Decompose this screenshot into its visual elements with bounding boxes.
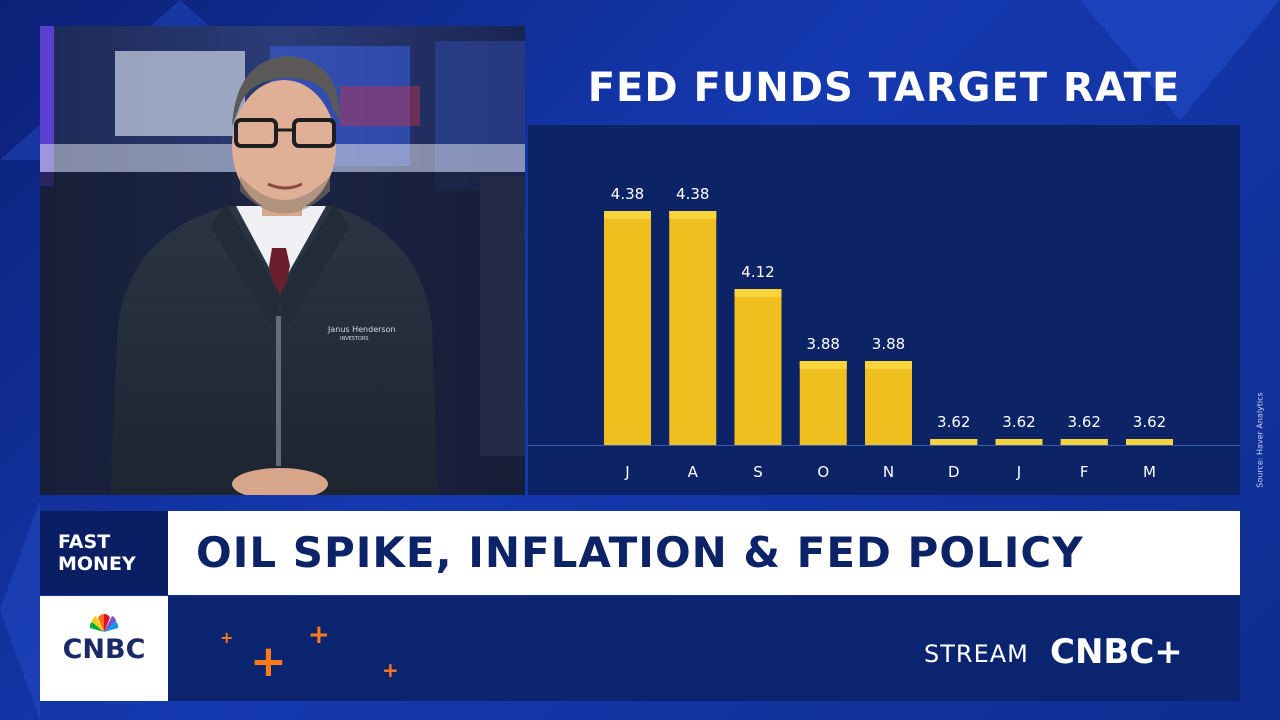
network-logo-box: CNBC [40, 596, 168, 701]
bar-value-label: 3.62 [1002, 413, 1035, 431]
bar [669, 211, 717, 445]
bar-chart: 4.38 J 4.38 A 4.12 S 3.88 O 3.88 N 3.62 D 3.62 J 3.62 F… [528, 185, 1240, 481]
show-name-box: FAST MONEY [40, 511, 168, 595]
show-name-line2: MONEY [58, 553, 136, 575]
nbc-peacock-icon [89, 613, 119, 632]
bar-value-label: 3.88 [872, 335, 905, 353]
bar [734, 289, 782, 445]
x-tick-label: M [1143, 463, 1156, 481]
bar-cap [995, 439, 1043, 445]
x-tick-label: N [883, 463, 894, 481]
background-facet [1080, 0, 1280, 120]
bar-value-label: 4.38 [611, 185, 644, 203]
bar-cap [1126, 439, 1173, 445]
x-tick-label: A [688, 463, 699, 481]
jacket-logo-text: Janus Henderson [327, 325, 396, 334]
bar-cap [734, 289, 782, 297]
stream-label: STREAM [924, 640, 1029, 668]
bar-cap [799, 361, 847, 369]
bar-cap [1060, 439, 1108, 445]
x-tick-label: D [948, 463, 960, 481]
bar [604, 211, 651, 445]
bar-value-label: 3.88 [807, 335, 840, 353]
bar-value-label: 3.62 [1133, 413, 1166, 431]
x-tick-label: F [1080, 463, 1089, 481]
background-facet [0, 500, 40, 720]
bottom-bar: + + + + STREAM CNBC+ [168, 596, 1240, 701]
bar-cap [930, 439, 978, 445]
jacket-logo-subtext: INVESTORS [340, 336, 369, 342]
bar-value-label: 3.62 [937, 413, 970, 431]
bar-value-label: 3.62 [1068, 413, 1101, 431]
bar-cap [669, 211, 717, 219]
network-logo-text: CNBC [63, 634, 146, 665]
source-text: Source: Haver Analytics [1255, 392, 1265, 488]
bar-value-label: 4.38 [676, 185, 709, 203]
headline-bar: OIL SPIKE, INFLATION & FED POLICY [168, 511, 1240, 595]
plus-icon: + [220, 628, 234, 647]
stream-brand-text: CNBC+ [1050, 632, 1183, 672]
bar-value-label: 4.12 [741, 263, 774, 281]
x-tick-label: O [817, 463, 829, 481]
headline-text: OIL SPIKE, INFLATION & FED POLICY [196, 528, 1084, 577]
bar [865, 361, 912, 445]
show-name-line1: FAST [58, 531, 111, 553]
plus-icon: + [250, 636, 287, 687]
plus-icon: + [382, 658, 399, 682]
bar-cap [604, 211, 651, 219]
chart-title: FED FUNDS TARGET RATE [587, 65, 1181, 111]
source-note: Source: Haver Analytics [1240, 390, 1280, 490]
plus-icon: + [308, 620, 330, 650]
bar-cap [865, 361, 912, 369]
x-tick-label: J [1016, 463, 1021, 481]
x-tick-label: S [753, 463, 763, 481]
stream-brand-logo: CNBC+ [1050, 632, 1183, 672]
cnbc-logo: CNBC [63, 613, 146, 665]
bar [799, 361, 847, 445]
x-tick-label: J [624, 463, 629, 481]
guest-video-feed: Janus Henderson INVESTORS [40, 26, 525, 495]
chart-panel: 4.38 J 4.38 A 4.12 S 3.88 O 3.88 N 3.62 D 3.62 J 3.62 F… [528, 125, 1240, 495]
